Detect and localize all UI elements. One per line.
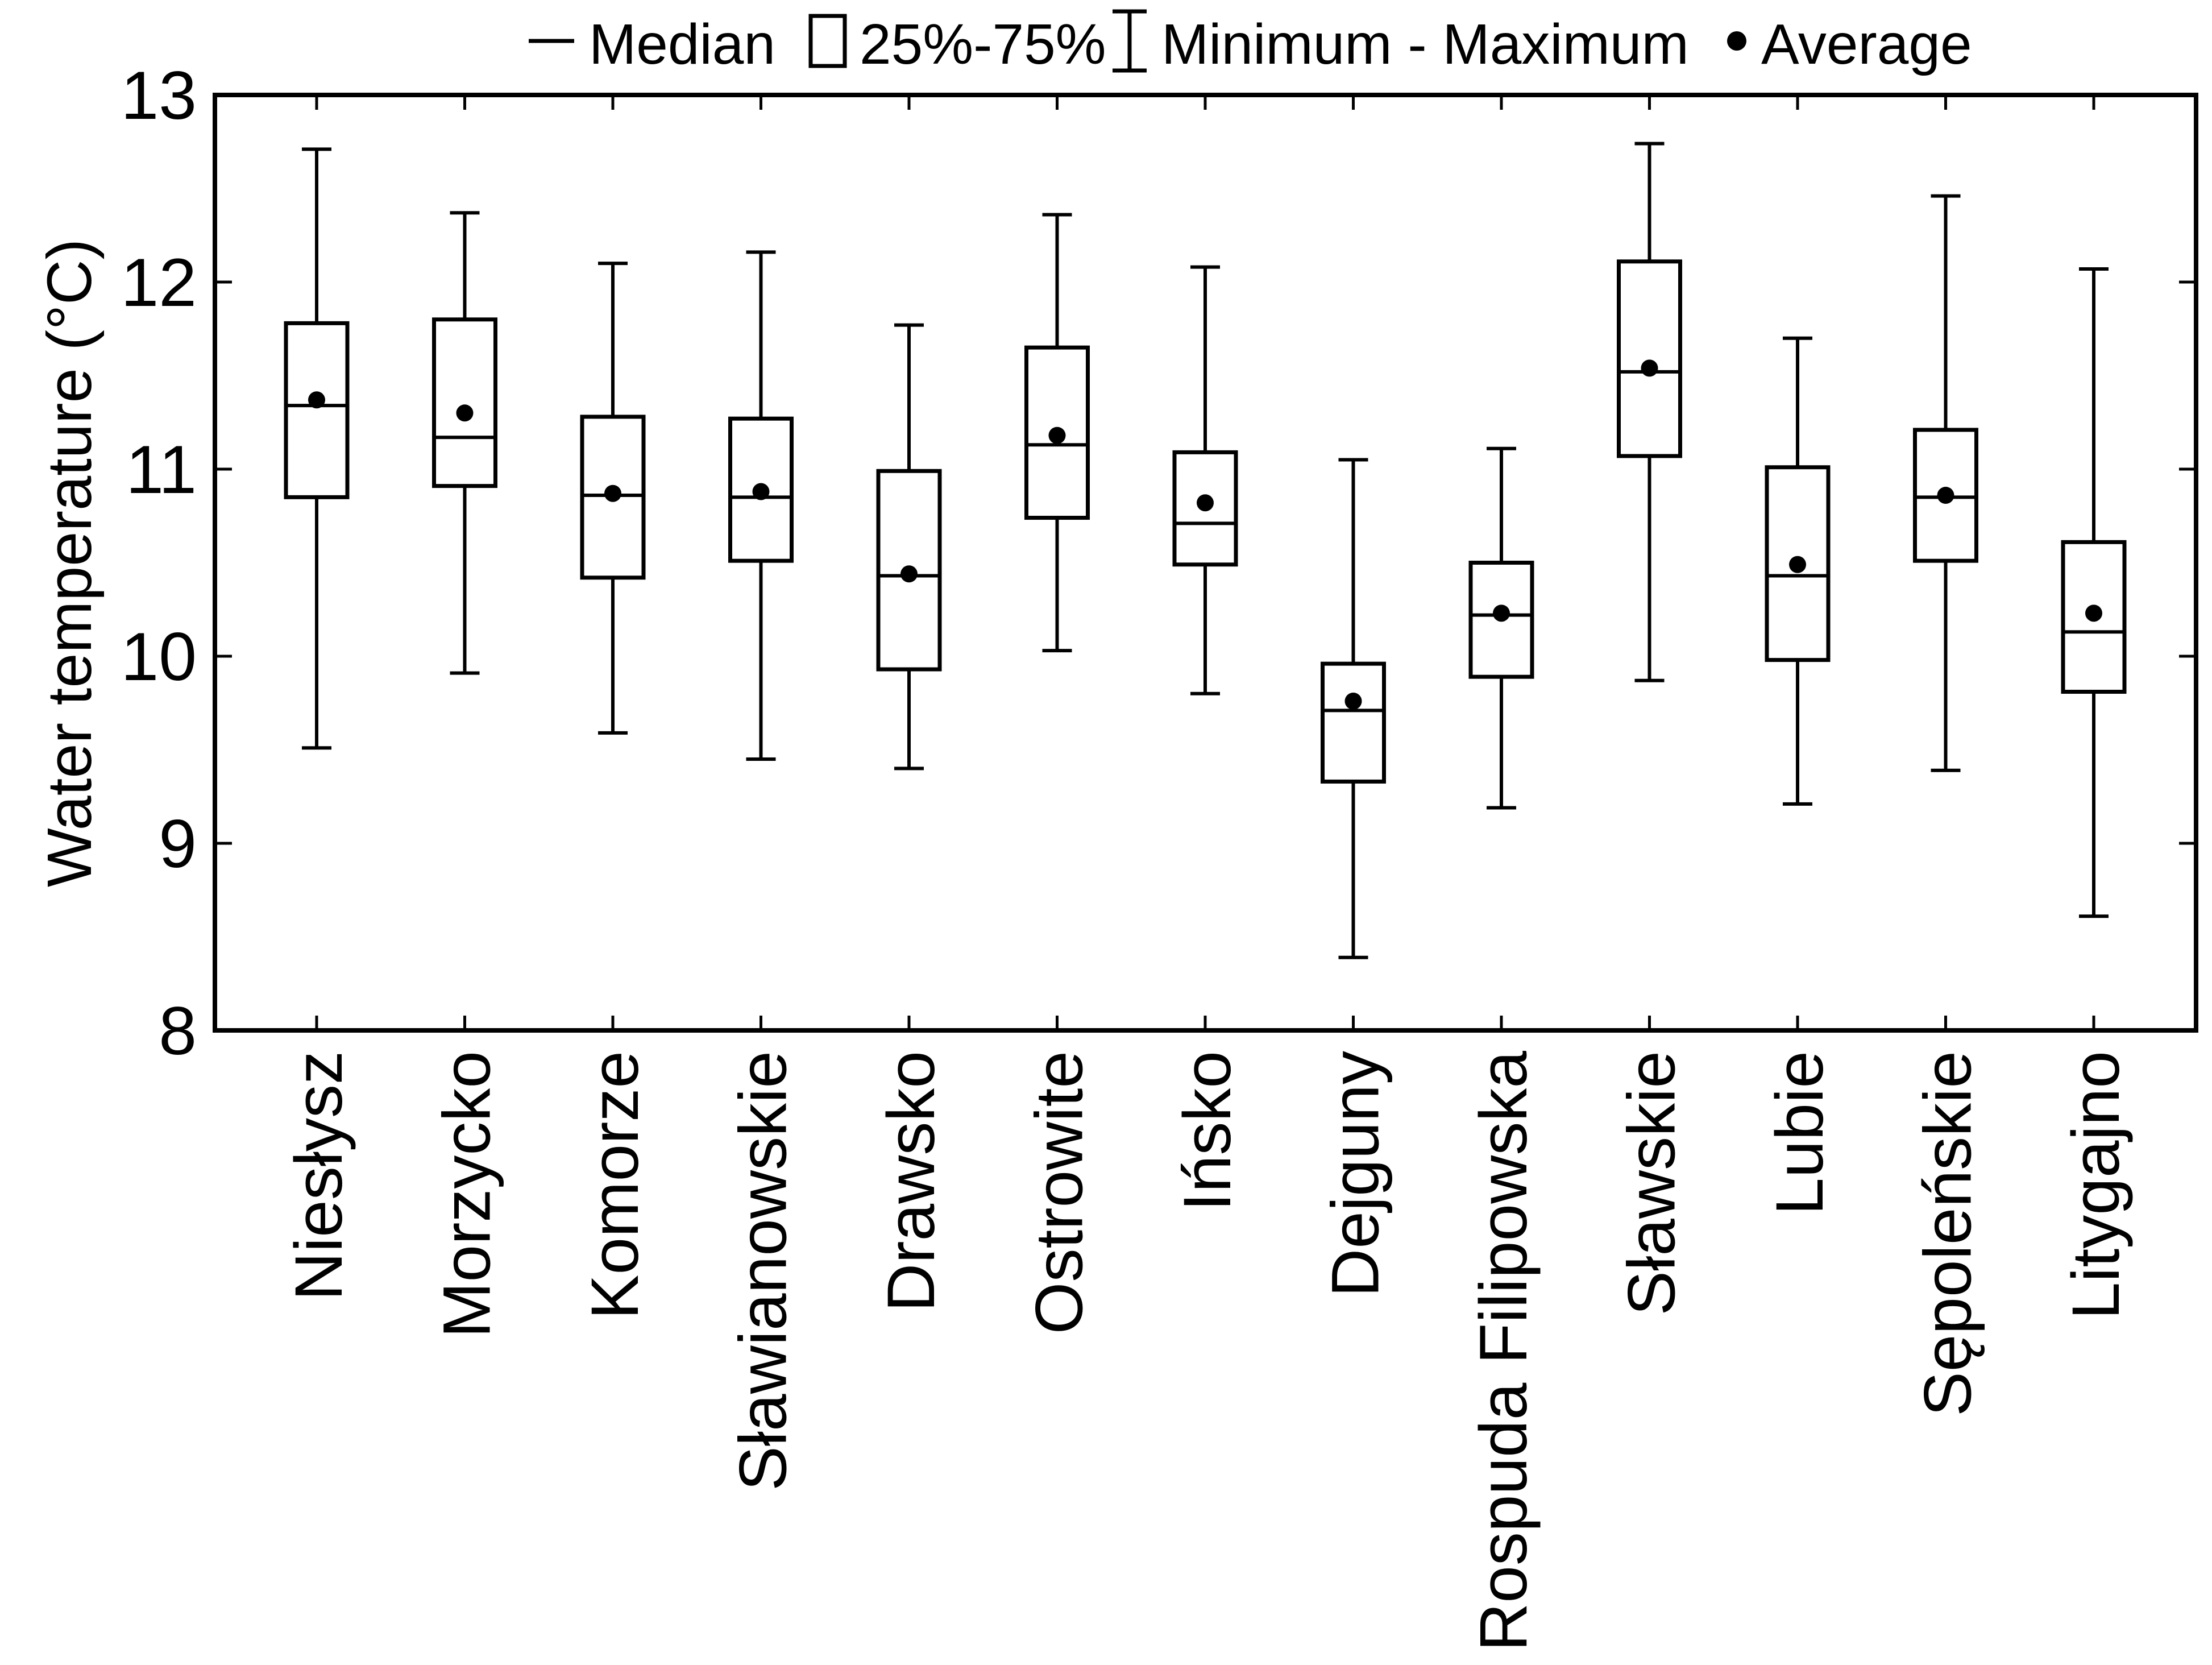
x-axis-label: Ińsko [1170, 1051, 1245, 1211]
box-group-7 [1172, 265, 1238, 695]
average-dot [308, 391, 325, 409]
average-dot [1197, 494, 1214, 512]
average-dot [456, 404, 474, 422]
average-dot [1344, 692, 1362, 710]
box-group-11 [1765, 336, 1831, 806]
x-axis-label: Komorze [578, 1051, 653, 1319]
box-group-1 [284, 147, 350, 750]
chart-generated-content: 8 9 10 11 12 13 Niesłysz Morzycko Komorze Sławian… [121, 9, 2198, 1651]
box-group-13 [2061, 267, 2127, 918]
average-dot [604, 484, 621, 502]
box-group-9 [1468, 446, 1534, 810]
y-axis-tick-label: 12 [121, 245, 197, 321]
legend-label: Minimum - Maximum [1161, 13, 1689, 76]
legend-label: Average [1761, 13, 1972, 76]
x-axis-label: Drawsko [874, 1051, 949, 1312]
y-axis-title: Water temperature (°C) [35, 239, 105, 887]
x-axis-label: Ostrowite [1022, 1051, 1097, 1334]
box-group-2 [432, 211, 497, 675]
iqr-box [1617, 259, 1682, 458]
y-axis-tick-label: 9 [159, 806, 197, 882]
average-dot [900, 565, 918, 583]
iqr-box [284, 321, 350, 499]
legend-label: Median [589, 13, 775, 76]
y-axis-tick-label: 13 [121, 57, 197, 134]
average-dot [1789, 556, 1806, 573]
legend-box-marker [808, 14, 847, 68]
box-group-4 [728, 250, 794, 761]
x-axis-label: Niesłysz [281, 1051, 356, 1300]
average-dot [752, 483, 770, 500]
average-dot [1641, 359, 1658, 377]
x-axis-label: Rospuda Filipowska [1466, 1051, 1541, 1651]
legend: Median 25%-75% Minimum - Maximum Average [529, 9, 1972, 76]
average-dot [1048, 426, 1066, 444]
x-axis-label: Dejguny [1318, 1051, 1393, 1297]
y-axis-tick-label: 11 [126, 432, 197, 508]
box-group-8 [1321, 458, 1386, 959]
box-group-6 [1024, 213, 1090, 653]
iqr-box [1321, 661, 1386, 784]
box-group-10 [1617, 142, 1682, 682]
box-group-12 [1913, 194, 1978, 772]
x-axis-label: Sępoleńskie [1911, 1051, 1986, 1417]
box-group-3 [580, 262, 646, 735]
legend-dot-marker [1727, 31, 1746, 51]
x-axis: Niesłysz Morzycko Komorze Sławianowskie Draw… [281, 95, 2134, 1651]
legend-label: 25%-75% [860, 13, 1106, 76]
box-group-5 [876, 323, 942, 771]
iqr-box [1468, 561, 1534, 679]
x-axis-label: Morzycko [430, 1051, 505, 1338]
x-axis-label: Lubie [1762, 1051, 1837, 1215]
average-dot [1937, 487, 1954, 504]
y-axis-tick-label: 10 [121, 619, 197, 695]
y-axis-tick-label: 8 [159, 993, 197, 1069]
iqr-box [1913, 428, 1978, 563]
average-dot [2085, 604, 2102, 622]
x-axis-label: Sławskie [1615, 1051, 1690, 1316]
iqr-box [432, 317, 497, 488]
x-axis-label: Sławianowskie [726, 1051, 801, 1491]
y-axis: 8 9 10 11 12 13 [121, 57, 2196, 1069]
x-axis-label: Litygajno [2059, 1051, 2134, 1319]
average-dot [1493, 604, 1510, 622]
